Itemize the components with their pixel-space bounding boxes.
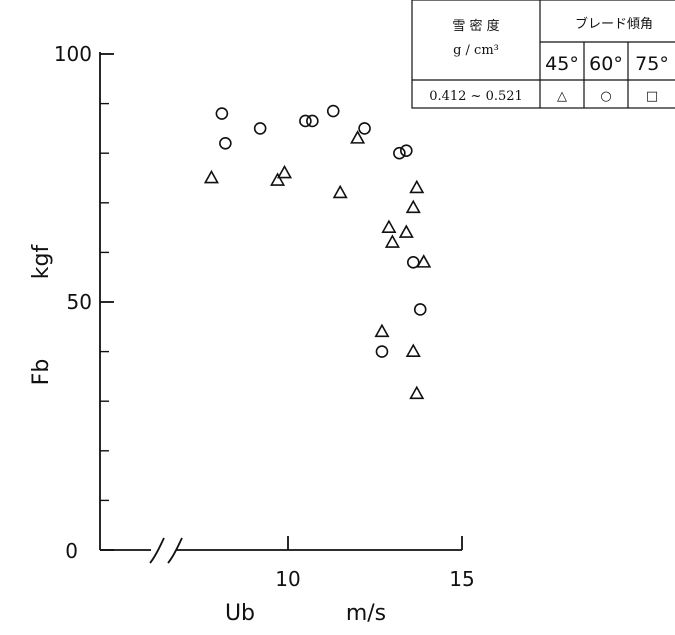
point-circle	[306, 114, 319, 128]
y-axis-unit: kgf	[29, 244, 54, 280]
point-triangle	[409, 385, 425, 400]
point-triangle	[203, 169, 219, 184]
x-axis-break-right	[167, 537, 183, 564]
point-triangle	[276, 164, 293, 179]
x-tick-labels: 10 15	[275, 567, 474, 591]
point-circle	[253, 122, 267, 135]
point-circle	[413, 303, 427, 316]
y-tick-label: 50	[67, 290, 92, 314]
y-tick-labels: 0 50 100	[54, 42, 92, 563]
point-circle	[375, 345, 389, 358]
axes	[99, 52, 462, 564]
legend-density-value: 0.412 ~ 0.521	[429, 89, 523, 104]
point-triangle	[374, 323, 390, 338]
point-circle	[393, 146, 406, 160]
legend-symbol-square: □	[646, 89, 658, 104]
point-circle	[215, 107, 229, 120]
x-ticks	[287, 536, 463, 550]
y-ticks	[100, 53, 114, 551]
y-tick-label: 100	[54, 42, 92, 66]
point-circle	[326, 104, 340, 118]
legend-angle-75: 75°	[635, 53, 669, 75]
legend-symbol-circle: ○	[600, 89, 611, 104]
legend-border	[411, 0, 675, 109]
legend-angle-45: 45°	[545, 53, 579, 75]
legend-angle-60: 60°	[589, 53, 623, 75]
point-circle	[219, 136, 232, 150]
point-triangle	[398, 224, 414, 238]
x-axis-break-left	[149, 537, 165, 564]
legend-density-header: 雪 密 度	[452, 18, 499, 34]
legend-density-unit: g / cm³	[453, 43, 499, 58]
point-triangle	[350, 130, 366, 144]
point-triangle	[405, 199, 421, 214]
point-circle	[406, 256, 420, 269]
point-triangle	[381, 219, 397, 233]
point-circle	[299, 114, 312, 128]
legend-symbol-triangle: △	[557, 89, 567, 104]
y-tick-label: 0	[65, 539, 78, 563]
point-circle	[358, 122, 371, 135]
legend-angle-header: ブレード傾角	[575, 16, 653, 32]
point-triangle	[409, 179, 425, 194]
point-triangle	[416, 254, 432, 268]
x-axis-label: Ub	[225, 601, 255, 626]
y-axis-label: Fb	[29, 359, 54, 386]
point-triangle	[384, 234, 400, 248]
x-tick-label: 10	[275, 567, 300, 591]
data-points	[203, 104, 432, 400]
x-axis-unit: m/s	[346, 601, 386, 626]
legend-table: 雪 密 度 g / cm³ 0.412 ~ 0.521 ブレード傾角 45° 6…	[411, 0, 675, 109]
x-tick-label: 15	[449, 567, 474, 591]
point-triangle	[332, 184, 348, 199]
point-circle	[400, 144, 413, 158]
point-triangle	[270, 172, 286, 186]
point-triangle	[405, 343, 421, 357]
